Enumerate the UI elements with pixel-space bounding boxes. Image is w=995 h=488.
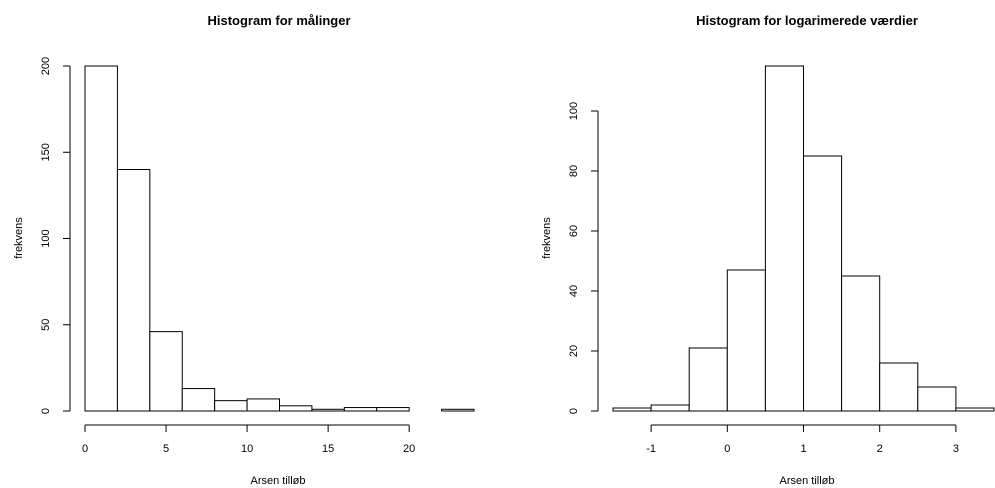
histogram-bar bbox=[84, 65, 118, 412]
y-tick-label: 40 bbox=[568, 285, 580, 297]
y-tick-label: 80 bbox=[568, 165, 580, 177]
x-tick-label: 20 bbox=[403, 443, 415, 455]
x-tick-label: -1 bbox=[646, 443, 656, 455]
y-tick-label: 200 bbox=[40, 57, 52, 75]
x-tick-label: 1 bbox=[800, 443, 806, 455]
histogram-bar bbox=[116, 169, 151, 412]
bars bbox=[84, 65, 475, 412]
x-tick-label: 15 bbox=[322, 443, 334, 455]
histogram-bar bbox=[246, 398, 280, 412]
y-tick-label: 50 bbox=[40, 319, 52, 331]
histogram-bar bbox=[764, 65, 805, 412]
y-axis-label: frekvens bbox=[13, 217, 25, 259]
histogram-panel-log-values: Histogram for logarimerede værdier -1 0 1 2… bbox=[541, 13, 995, 487]
x-tick-label: 5 bbox=[163, 443, 169, 455]
histogram-bar bbox=[612, 407, 652, 412]
histogram-bar bbox=[376, 407, 410, 412]
y-axis-label: frekvens bbox=[541, 217, 553, 259]
x-axis: -1 0 1 2 3 bbox=[646, 424, 959, 455]
y-tick-label: 20 bbox=[568, 345, 580, 357]
y-tick-label: 0 bbox=[568, 408, 580, 414]
y-tick-label: 100 bbox=[40, 229, 52, 247]
y-tick-label: 0 bbox=[40, 408, 52, 414]
y-axis: 0 20 40 60 80 100 bbox=[568, 102, 599, 414]
bars bbox=[612, 65, 995, 412]
x-axis: 0 5 10 15 20 bbox=[82, 424, 415, 455]
x-tick-label: 3 bbox=[953, 443, 959, 455]
y-tick-label: 60 bbox=[568, 225, 580, 237]
histogram-bar bbox=[343, 407, 378, 412]
histogram-bar bbox=[803, 155, 843, 412]
histogram-bar bbox=[955, 407, 995, 412]
histogram-bar bbox=[279, 405, 313, 412]
x-axis-label: Arsen tilløb bbox=[779, 475, 834, 487]
histogram-bar bbox=[688, 347, 728, 412]
histogram-bar bbox=[917, 386, 957, 412]
y-tick-label: 150 bbox=[40, 143, 52, 161]
chart-title: Histogram for logarimerede værdier bbox=[696, 13, 918, 28]
y-axis: 0 50 100 150 200 bbox=[40, 57, 71, 414]
histogram-bar bbox=[841, 275, 881, 412]
histogram-bar bbox=[650, 404, 690, 412]
x-tick-label: 0 bbox=[82, 443, 88, 455]
chart-title: Histogram for målinger bbox=[207, 13, 350, 28]
y-tick-label: 100 bbox=[568, 102, 580, 120]
x-tick-label: 10 bbox=[241, 443, 253, 455]
histogram-bar bbox=[441, 408, 475, 412]
x-tick-label: 0 bbox=[724, 443, 730, 455]
x-axis-label: Arsen tilløb bbox=[250, 475, 305, 487]
histogram-bar bbox=[181, 388, 216, 412]
histogram-bar bbox=[726, 269, 766, 412]
x-tick-label: 2 bbox=[877, 443, 883, 455]
histogram-bar bbox=[149, 331, 183, 412]
histogram-bar bbox=[879, 362, 919, 412]
histogram-panel-measurements: Histogram for målinger 0 5 10 15 20 0 50 100 15… bbox=[13, 13, 475, 487]
histogram-bar bbox=[214, 400, 248, 412]
histogram-bar bbox=[311, 408, 345, 412]
